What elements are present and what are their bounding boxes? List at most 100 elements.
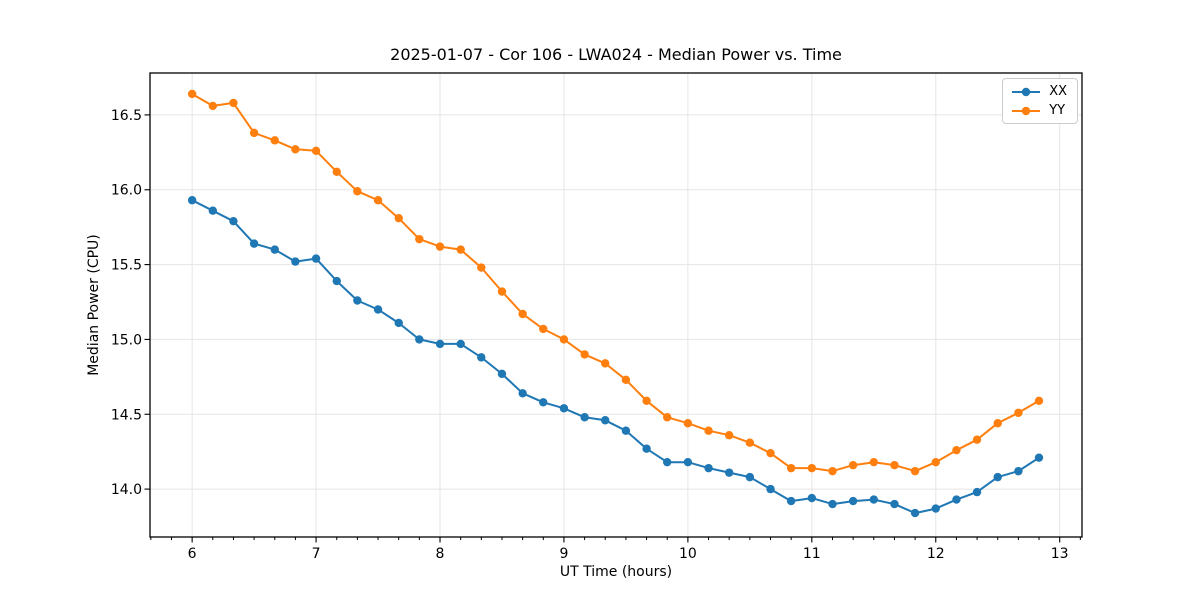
series-xx-marker	[683, 457, 693, 467]
series-xx-marker	[249, 239, 259, 248]
series-yy-marker	[187, 89, 197, 99]
series-yy-marker	[559, 335, 569, 344]
series-yy-marker	[229, 98, 238, 108]
series-xx-marker	[435, 339, 445, 349]
series-yy-marker	[353, 187, 362, 196]
series-xx-marker	[229, 216, 238, 226]
x-tick-label: 9	[559, 546, 568, 562]
series-xx-marker	[766, 484, 775, 494]
series-xx-marker	[786, 496, 796, 506]
series-xx-marker	[311, 254, 321, 263]
y-axis-label: Median Power (CPU)	[86, 234, 102, 376]
series-xx-marker	[890, 499, 899, 509]
x-axis-label: UT Time (hours)	[559, 564, 673, 580]
series-yy-marker	[621, 375, 631, 385]
series-xx-marker	[497, 369, 507, 379]
series-xx-marker	[415, 335, 424, 344]
series-yy-marker	[539, 324, 548, 334]
series-yy-marker	[869, 457, 878, 467]
series-yy-marker	[456, 245, 465, 254]
series-yy-marker	[1014, 408, 1023, 417]
chart-title: 2025-01-07 - Cor 106 - LWA024 - Median P…	[390, 45, 842, 64]
series-xx-marker	[518, 389, 527, 398]
series-xx-marker	[642, 444, 651, 453]
series-xx-marker	[662, 457, 672, 467]
y-tick-label: 16.0	[111, 183, 142, 199]
plot-frame	[149, 72, 1083, 538]
series-yy-marker	[993, 419, 1002, 428]
legend-label: XX	[1049, 84, 1067, 99]
series-yy-marker	[704, 426, 713, 435]
series-xx-marker	[910, 508, 920, 518]
series-yy-marker	[497, 287, 507, 296]
series-yy-marker	[518, 309, 527, 319]
series-yy-marker	[270, 136, 280, 145]
x-tick-label: 10	[679, 546, 697, 562]
series-xx-marker	[373, 305, 383, 314]
series-yy-marker	[786, 463, 796, 473]
series-yy-marker	[311, 146, 321, 156]
series-yy-marker	[435, 242, 445, 251]
series-xx-marker	[208, 206, 218, 215]
legend: XX YY	[1002, 78, 1078, 124]
series-yy-marker	[662, 413, 672, 422]
series-xx-marker	[353, 296, 362, 305]
series-yy-marker	[642, 396, 651, 405]
series-yy-marker	[952, 445, 961, 455]
x-tick-label: 7	[312, 546, 321, 562]
legend-item-yy: YY	[1011, 103, 1067, 118]
series-xx-marker	[332, 276, 341, 286]
y-tick-label: 14.0	[111, 482, 142, 498]
x-tick-label: 11	[803, 546, 821, 562]
series-yy-marker	[745, 438, 755, 447]
series-yy-marker	[931, 457, 940, 467]
x-tick-label: 12	[927, 546, 945, 562]
series-yy-marker	[766, 448, 775, 458]
series-yy-marker	[601, 359, 610, 368]
series-xx-marker	[601, 416, 610, 425]
legend-swatch-icon	[1012, 87, 1041, 96]
series-yy-marker	[394, 213, 403, 223]
legend-item-xx: XX	[1011, 84, 1067, 99]
series-xx-marker	[580, 413, 589, 422]
series-yy-marker	[415, 234, 424, 244]
series-xx-marker	[291, 257, 300, 266]
series-yy-marker	[291, 145, 300, 154]
series-xx-marker	[828, 499, 837, 509]
series-xx-marker	[869, 495, 878, 504]
legend-marker-icon	[1021, 106, 1031, 115]
series-xx-marker	[559, 404, 569, 413]
series-yy-marker	[890, 460, 899, 470]
series-yy-marker	[848, 460, 858, 470]
series-xx-marker	[931, 504, 940, 513]
series-yy-marker	[972, 435, 982, 444]
series-xx-marker	[1034, 453, 1044, 462]
series-xx-marker	[539, 398, 548, 407]
y-tick-label: 14.5	[111, 407, 142, 423]
series-xx-marker	[848, 496, 858, 506]
series-xx-marker	[456, 339, 465, 349]
series-xx-marker	[993, 472, 1002, 482]
x-tick-label: 13	[1051, 546, 1069, 562]
series-xx-line	[191, 199, 1040, 515]
series-yy-marker	[683, 419, 693, 428]
series-xx-marker	[477, 353, 486, 362]
legend-label: YY	[1049, 103, 1066, 118]
series-xx-marker	[394, 318, 403, 328]
y-tick-label: 16.5	[111, 108, 142, 124]
series-yy-marker	[208, 101, 218, 111]
series-xx-marker	[621, 426, 631, 435]
series-xx-marker	[745, 472, 755, 482]
series-xx-marker	[972, 487, 982, 497]
series-yy-marker	[249, 128, 259, 138]
y-tick-label: 15.0	[111, 332, 142, 348]
series-xx-marker	[187, 196, 197, 205]
series-yy-marker	[580, 350, 589, 359]
series-yy-marker	[910, 466, 920, 476]
x-tick-label: 6	[188, 546, 197, 562]
series-xx-marker	[807, 493, 817, 503]
series-xx-marker	[1014, 466, 1023, 476]
series-xx-marker	[952, 495, 961, 504]
